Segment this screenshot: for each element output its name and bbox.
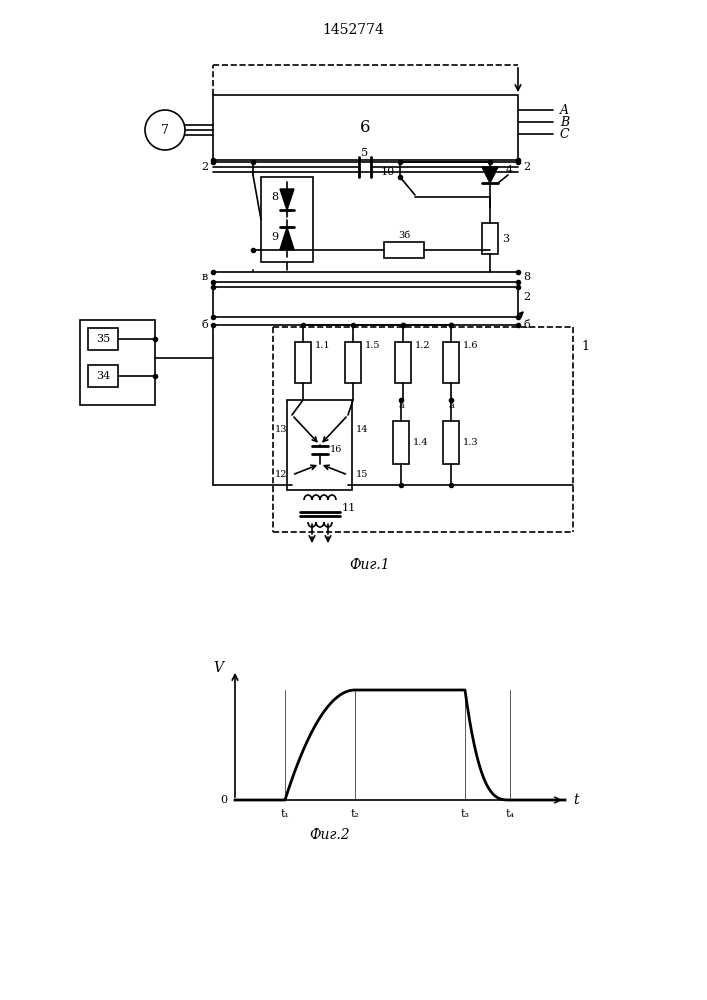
- Text: t₁: t₁: [281, 809, 289, 819]
- Polygon shape: [280, 189, 294, 210]
- Polygon shape: [482, 167, 498, 183]
- Text: t: t: [573, 793, 578, 807]
- Text: 3б: 3б: [398, 232, 410, 240]
- Text: t₂: t₂: [351, 809, 359, 819]
- Text: B: B: [560, 115, 569, 128]
- Bar: [443, 342, 459, 383]
- Text: в: в: [201, 272, 208, 282]
- Text: 2: 2: [523, 292, 530, 302]
- Text: 12: 12: [274, 470, 287, 479]
- Text: 8: 8: [523, 272, 530, 282]
- Text: 35: 35: [96, 334, 110, 344]
- Text: 1452774: 1452774: [322, 23, 384, 37]
- Bar: [345, 342, 361, 383]
- Text: C: C: [560, 127, 570, 140]
- Text: 7: 7: [161, 123, 169, 136]
- Text: 2: 2: [201, 162, 208, 172]
- Text: 13: 13: [274, 426, 287, 434]
- Text: 1.4: 1.4: [413, 438, 428, 447]
- Text: б: б: [523, 320, 530, 330]
- Text: 6: 6: [361, 119, 370, 136]
- Text: б: б: [201, 320, 208, 330]
- Bar: [393, 421, 409, 464]
- Text: 1: 1: [581, 340, 589, 354]
- Bar: [80, 320, 155, 405]
- Text: 2: 2: [523, 162, 530, 172]
- Text: 0: 0: [220, 795, 227, 805]
- Bar: [213, 95, 518, 160]
- Bar: [213, 287, 518, 317]
- Text: t₃: t₃: [460, 809, 469, 819]
- Text: 8: 8: [271, 192, 279, 202]
- Bar: [384, 242, 424, 258]
- Text: 5: 5: [361, 148, 368, 158]
- Text: 15: 15: [356, 470, 368, 479]
- Text: 11: 11: [342, 503, 356, 513]
- Text: 14: 14: [356, 426, 368, 434]
- Text: 3: 3: [502, 233, 509, 243]
- Bar: [287, 400, 352, 490]
- Text: 1.2: 1.2: [415, 340, 431, 350]
- Bar: [482, 223, 498, 254]
- Text: 4: 4: [506, 165, 513, 175]
- Text: V: V: [213, 661, 223, 675]
- Bar: [295, 342, 311, 383]
- Text: A: A: [560, 104, 569, 116]
- Bar: [261, 177, 313, 262]
- Text: Фиг.1: Фиг.1: [350, 558, 390, 572]
- Text: а: а: [398, 400, 404, 410]
- Bar: [395, 342, 411, 383]
- Text: 34: 34: [96, 371, 110, 381]
- Text: t₄: t₄: [506, 809, 515, 819]
- Text: Фиг.2: Фиг.2: [310, 828, 350, 842]
- Text: 16: 16: [330, 446, 342, 454]
- Polygon shape: [280, 227, 294, 250]
- Text: 10: 10: [381, 167, 395, 177]
- Bar: [88, 365, 118, 387]
- Bar: [88, 328, 118, 350]
- Text: а: а: [448, 400, 454, 410]
- Text: 1.3: 1.3: [463, 438, 479, 447]
- Text: 1.5: 1.5: [365, 340, 380, 350]
- Text: 1.1: 1.1: [315, 340, 331, 350]
- Text: 1.6: 1.6: [463, 340, 479, 350]
- Bar: [443, 421, 459, 464]
- Text: 9: 9: [271, 232, 279, 242]
